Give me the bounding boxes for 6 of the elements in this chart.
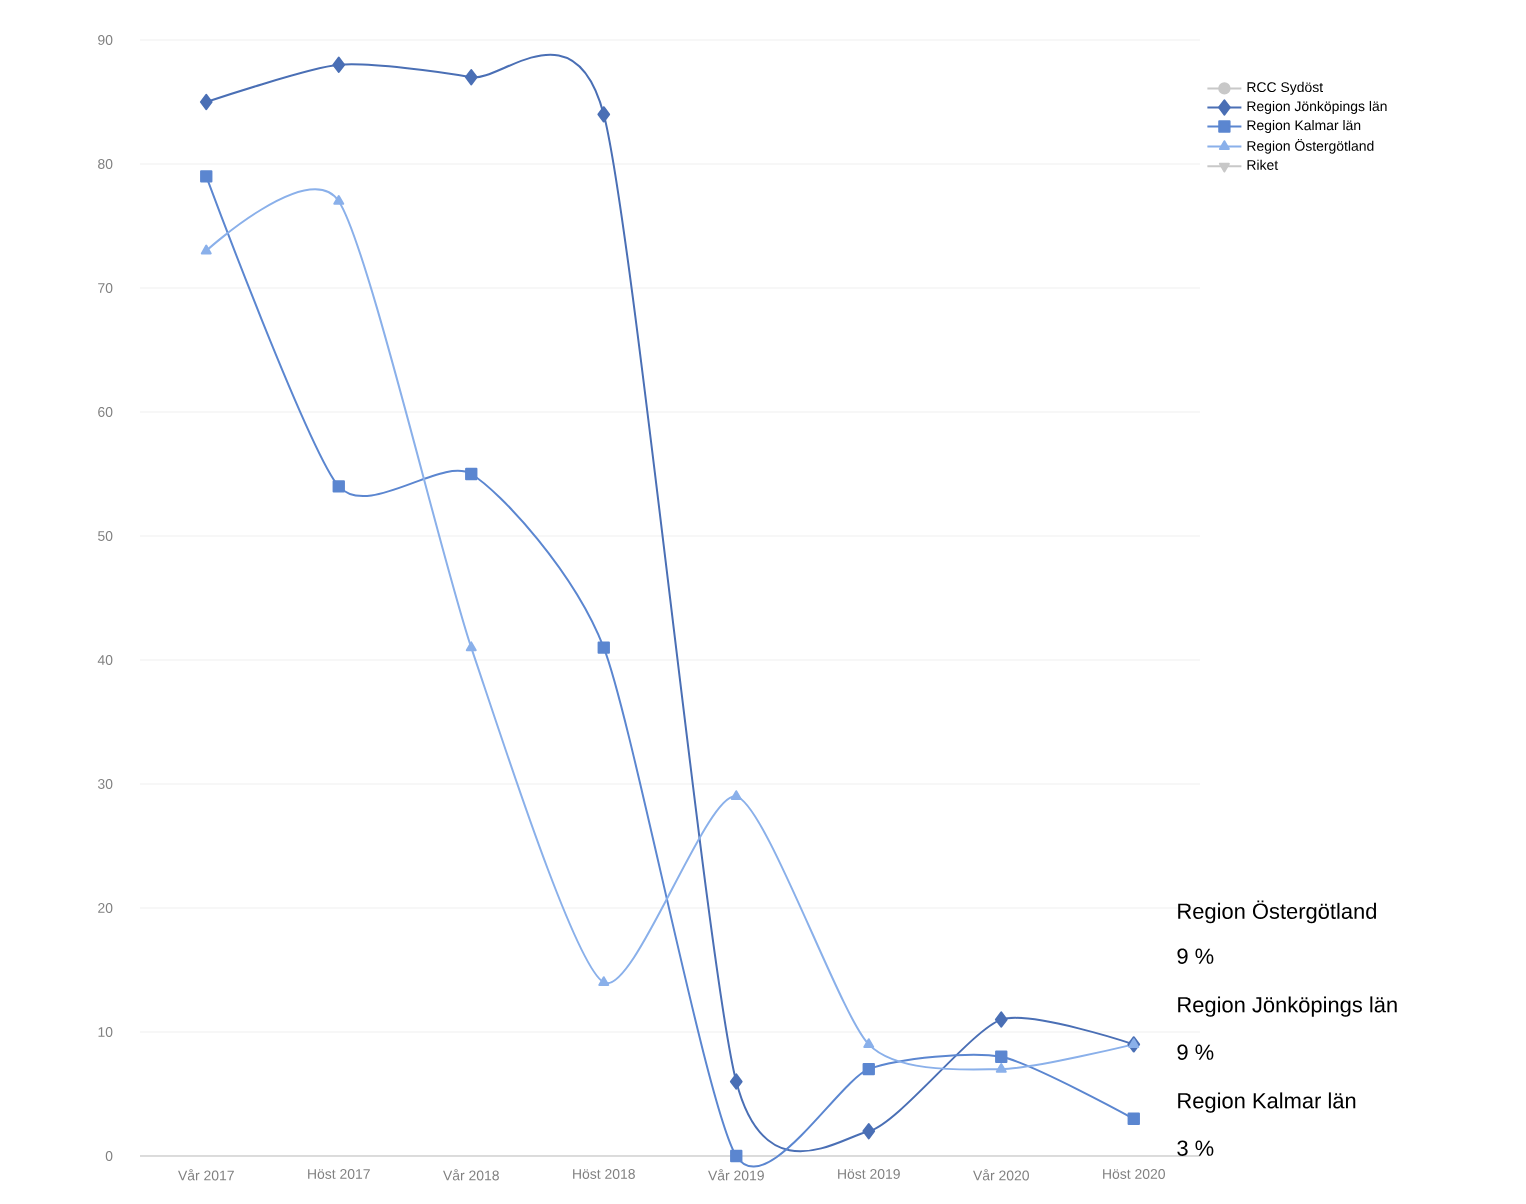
annotation: Region Östergötland <box>1178 900 1377 924</box>
annotation: 9 % <box>1177 1044 1214 1060</box>
annotation: Region Kalmar län <box>1178 1092 1356 1113</box>
annotation: Region Jönköpings län <box>1178 996 1397 1017</box>
annotation: 9 % <box>1177 948 1214 964</box>
annotation: 3 % <box>1177 1140 1214 1157</box>
